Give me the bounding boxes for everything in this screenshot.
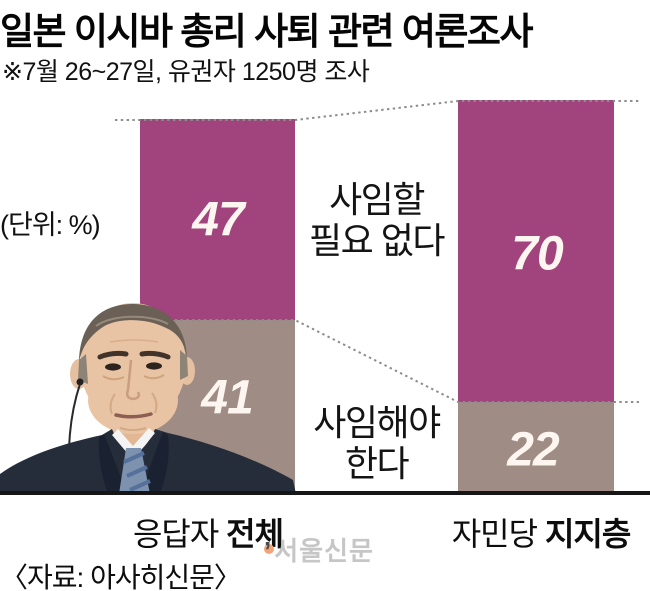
watermark-text: 서울신문: [274, 536, 374, 566]
category-right-normal: 자민당: [451, 516, 545, 552]
segment-should-resign-ldp: [458, 402, 614, 494]
newspaper-watermark: ’서울신문: [264, 531, 374, 568]
value-no-need-ldp: 70: [511, 227, 563, 281]
portrait-hair: [79, 304, 187, 362]
watermark-quote-mark: ’: [264, 536, 273, 566]
series-label-no-need: 사임할 필요 없다: [309, 179, 445, 261]
earpiece-icon: [76, 378, 84, 386]
segment-no-need-all: [140, 119, 295, 320]
category-right-bold: 지지층: [544, 516, 631, 552]
unit-label: (단위: %): [0, 210, 101, 240]
category-label-ldp-supporters: 자민당 지지층: [391, 509, 650, 555]
category-left-bold: 전체: [226, 516, 284, 552]
series-label-should-resign: 사임해야 한다: [313, 402, 441, 484]
category-label-all-respondents: 응답자 전체: [58, 509, 358, 555]
ishiba-portrait-photo: [0, 303, 296, 494]
survey-note: ※7월 26~27일, 유권자 1250명 조사: [2, 58, 370, 86]
x-axis-baseline: [0, 491, 650, 495]
page-title: 일본 이시바 총리 사퇴 관련 여론조사: [0, 11, 534, 52]
category-left-normal: 응답자: [132, 516, 227, 552]
portrait-suit: [0, 429, 296, 494]
value-should-resign-ldp: 22: [507, 423, 559, 477]
portrait-shirt-collar: [112, 428, 155, 460]
source-credit: 〈자료: 아사히신문〉: [0, 562, 242, 591]
value-no-need-all: 47: [192, 193, 244, 247]
watermark-accent-dot: [264, 544, 275, 554]
